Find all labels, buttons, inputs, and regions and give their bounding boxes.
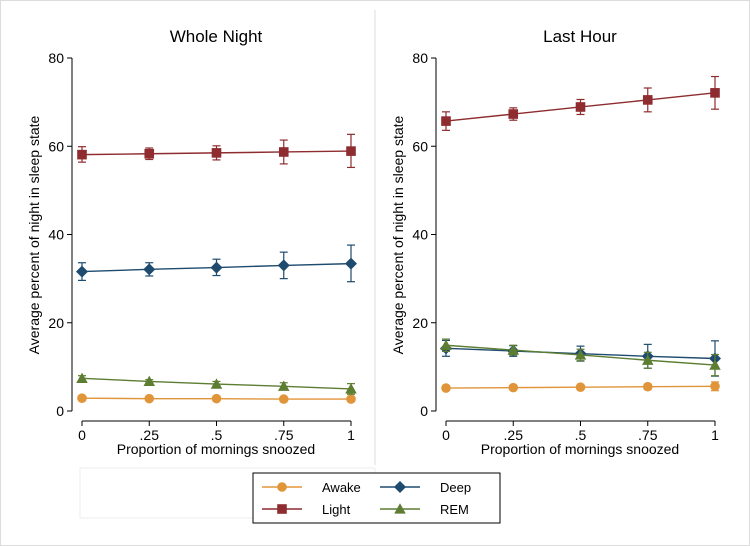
awake-point [710,381,720,392]
deep-point [143,263,156,276]
light-point [144,148,155,159]
rem-point [440,339,452,350]
awake-point [642,381,653,392]
light-point [441,116,451,126]
rem-point [507,344,520,355]
rem-point [277,380,290,391]
x-tick-label: 0 [78,427,86,443]
awake-point [575,382,586,392]
legend: Awake Deep Light REM [252,472,501,524]
deep-point [210,261,223,274]
rem-point [345,383,357,394]
series-group-whole-night [76,133,357,404]
deep-point [277,259,290,272]
y-tick-label: 60 [412,138,428,154]
deep-point [345,257,357,270]
awake-point [211,393,222,404]
x-tick-label: .75 [274,427,294,443]
y-ticks-last-hour: 0 20 40 60 80 [412,50,436,419]
x-ticks-last-hour: 0 .25 .5 .75 1 [442,421,719,443]
legend-item-awake: Awake [262,480,361,495]
awake-point [441,383,451,393]
y-axis-label-last-hour: Average percent of night in sleep state [390,115,406,354]
series-awake-whole-night [77,393,356,404]
rem-point [143,375,156,387]
legend-rem-marker [394,503,406,514]
light-point [346,146,356,156]
x-tick-label: .75 [638,427,658,443]
legend-rem-label: REM [440,502,469,517]
panel-whole-night: Whole Night 0 20 40 60 80 0 .25 .5 .75 1 Average… [26,27,357,457]
y-tick-label: 20 [48,315,64,331]
light-point [710,88,720,98]
rem-point [641,354,654,365]
x-tick-label: 1 [711,427,719,443]
series-rem-whole-night [76,372,357,395]
panel-title-last-hour: Last Hour [543,27,617,46]
series-deep-whole-night [76,244,357,283]
y-tick-label: 80 [48,50,64,66]
light-point [508,109,519,119]
y-tick-label: 80 [412,50,428,66]
panel-last-hour: Last Hour 0 20 40 60 80 0 .25 .5 .75 1 Average p… [390,27,721,457]
legend-light-marker [277,504,287,514]
panel-whole-night-background [10,10,375,465]
legend-awake-marker [277,482,287,492]
series-awake-last-hour [441,381,720,393]
awake-point [508,382,519,393]
rem-point [76,372,88,383]
legend-light-label: Light [322,502,351,517]
y-tick-label: 40 [412,227,428,243]
light-point [575,102,586,112]
awake-point [346,394,356,404]
y-ticks-whole-night: 0 20 40 60 80 [48,50,72,419]
light-point [642,95,653,105]
series-group-last-hour [440,75,721,393]
rem-point [709,359,721,370]
awake-point [278,394,289,404]
light-point [278,147,289,157]
legend-item-deep: Deep [380,480,471,495]
legend-items: Awake Deep Light REM [262,480,471,517]
x-axis-label-whole-night: Proportion of mornings snoozed [117,441,315,457]
y-tick-label: 0 [56,403,64,419]
legend-deep-marker [394,481,406,493]
y-tick-label: 60 [48,138,64,154]
rem-point [574,349,587,360]
y-axis-label-whole-night: Average percent of night in sleep state [26,115,42,354]
x-tick-label: .5 [211,427,223,443]
x-axis-label-last-hour: Proportion of mornings snoozed [481,441,679,457]
legend-item-rem: REM [380,502,469,517]
legend-awake-label: Awake [322,480,361,495]
series-light-last-hour [441,75,720,131]
x-tick-label: 1 [347,427,355,443]
x-tick-label: .5 [575,427,587,443]
awake-point [77,393,87,404]
series-rem-last-hour [440,338,721,377]
series-light-whole-night [77,133,356,169]
y-tick-label: 20 [412,315,428,331]
deep-point [76,265,88,278]
legend-box [252,472,501,524]
legend-item-light: Light [262,502,351,517]
y-tick-label: 0 [420,403,428,419]
light-point [211,148,222,158]
x-tick-label: 0 [442,427,450,443]
x-tick-label: .25 [140,427,160,443]
legend-deep-label: Deep [440,480,471,495]
awake-point [144,393,155,404]
panel-title-whole-night: Whole Night [170,27,263,46]
y-tick-label: 40 [48,227,64,243]
light-point [77,149,87,160]
rem-point [210,378,223,389]
x-ticks-whole-night: 0 .25 .5 .75 1 [78,421,355,443]
x-tick-label: .25 [504,427,524,443]
